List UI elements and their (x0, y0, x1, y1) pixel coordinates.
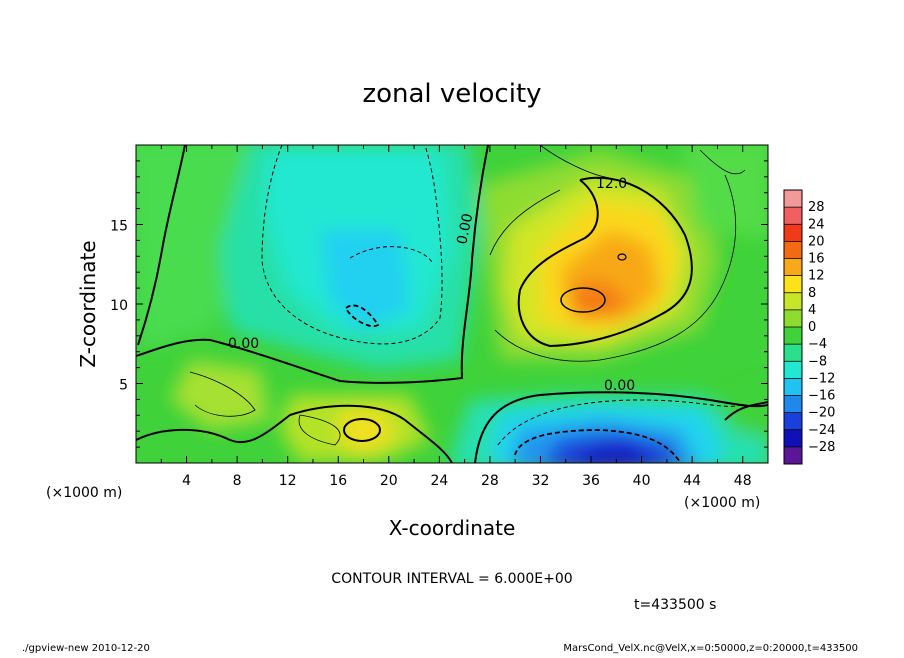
x-tick-label: 4 (182, 473, 191, 489)
x-axis: 4 8 12 16 20 24 28 32 36 40 44 48 (160, 145, 769, 489)
y-axis-label: Z-coordinate (76, 240, 100, 367)
colorbar: 28 24 20 16 12 8 4 0 −4 −8 −12 −16 −20 −24 −28 (783, 189, 835, 465)
time-text: t=433500 s (634, 597, 716, 613)
x-unit-label-left: (×1000 m) (46, 485, 122, 501)
colorbar-swatch (784, 224, 802, 242)
colorbar-swatch (784, 412, 802, 431)
colorbar-swatch (784, 275, 802, 294)
colorbar-swatch (784, 429, 802, 448)
footer-left: ./gpview-new 2010-12-20 (22, 643, 150, 654)
colorbar-swatch (784, 361, 802, 379)
colorbar-swatch (784, 190, 802, 208)
y-tick-label: 10 (110, 298, 128, 314)
contour-label: 12.0 (596, 176, 627, 192)
colorbar-label: −12 (808, 371, 835, 386)
contour-labels: 0.00 0.00 0.00 12.0 (228, 176, 635, 394)
y-tick-label: 5 (119, 378, 128, 394)
colorbar-label: −8 (808, 354, 827, 369)
colorbar-label: −20 (808, 406, 835, 421)
colorbar-swatch (784, 378, 802, 396)
x-tick-label: 8 (233, 473, 242, 489)
colorbar-swatch (784, 292, 802, 311)
x-tick-label: 32 (532, 473, 550, 489)
colorbar-swatch (784, 241, 802, 259)
x-tick-label: 20 (380, 473, 398, 489)
colorbar-label: 8 (808, 286, 816, 301)
colorbar-label: 12 (808, 269, 825, 284)
contour-label: 0.00 (604, 378, 635, 394)
colorbar-label: 4 (808, 303, 816, 318)
colorbar-swatch (784, 344, 802, 362)
x-tick-label: 16 (329, 473, 347, 489)
colorbar-label: −28 (808, 440, 835, 455)
plot-area: 0.00 0.00 0.00 12.0 (136, 145, 768, 463)
colorbar-label: 16 (808, 252, 825, 267)
colorbar-label: 20 (808, 234, 825, 249)
colorbar-swatch (784, 258, 802, 277)
x-axis-label: X-coordinate (389, 516, 516, 540)
x-tick-label: 44 (683, 473, 701, 489)
footer-right: MarsCond_VelX.nc@VelX,x=0:50000,z=0:2000… (563, 643, 858, 654)
colorbar-swatch (784, 327, 802, 345)
colorbar-swatch (784, 395, 802, 414)
x-unit-label-right: (×1000 m) (684, 495, 760, 511)
x-tick-label: 48 (734, 473, 752, 489)
y-tick-label: 15 (110, 219, 128, 235)
colorbar-swatch (784, 446, 802, 465)
colorbar-label: −16 (808, 389, 835, 404)
x-tick-label: 28 (481, 473, 499, 489)
x-tick-label: 24 (430, 473, 448, 489)
contour-lines (136, 145, 768, 463)
x-tick-label: 12 (279, 473, 297, 489)
x-tick-label: 40 (633, 473, 651, 489)
contour-interval-text: CONTOUR INTERVAL = 6.000E+00 (331, 571, 572, 587)
colorbar-label: −24 (808, 423, 835, 438)
y-axis: 5 10 15 (110, 160, 768, 448)
x-tick-label: 36 (582, 473, 600, 489)
colorbar-label: −4 (808, 337, 827, 352)
colorbar-label: 28 (808, 200, 825, 215)
colorbar-label: 0 (808, 320, 816, 335)
chart-title: zonal velocity (362, 79, 541, 109)
colorbar-swatch (784, 207, 802, 225)
contour-label: 0.00 (228, 336, 259, 352)
colorbar-label: 24 (808, 217, 825, 232)
colorbar-swatch (784, 309, 802, 328)
contour-label: 0.00 (454, 212, 476, 246)
